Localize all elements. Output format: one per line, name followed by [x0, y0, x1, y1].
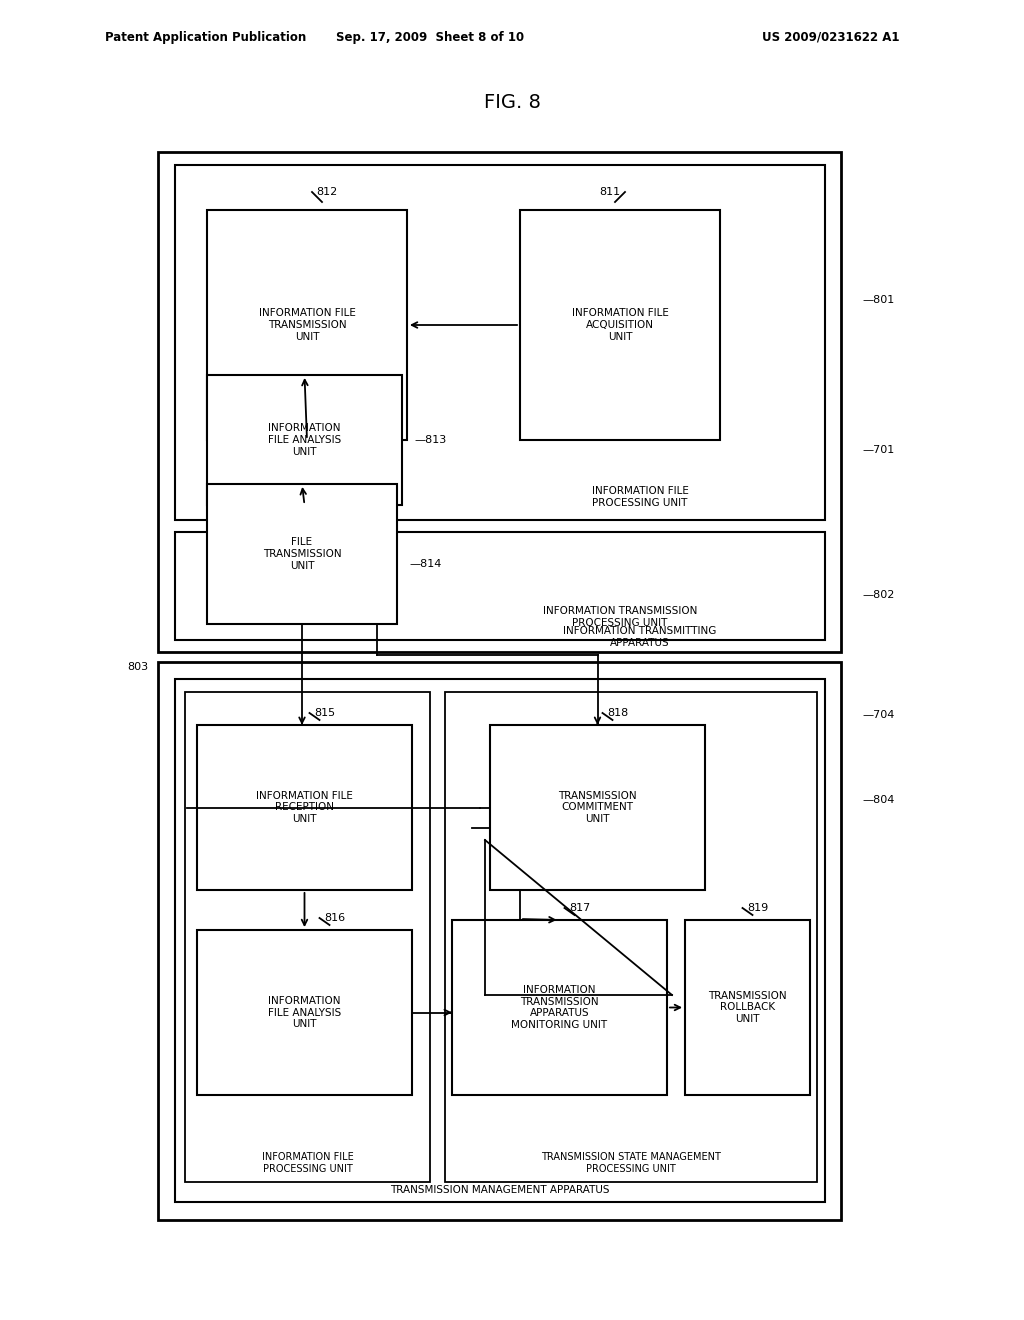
Text: 815: 815	[314, 708, 335, 718]
Text: —802: —802	[862, 590, 894, 601]
Bar	[685, 920, 810, 1096]
Bar	[175, 165, 825, 520]
Text: —804: —804	[862, 795, 894, 805]
Text: INFORMATION FILE
RECEPTION
UNIT: INFORMATION FILE RECEPTION UNIT	[256, 791, 353, 824]
Bar	[445, 692, 817, 1181]
Text: US 2009/0231622 A1: US 2009/0231622 A1	[763, 30, 900, 44]
Text: —704: —704	[862, 710, 894, 719]
Bar	[197, 931, 412, 1096]
Text: INFORMATION FILE
ACQUISITION
UNIT: INFORMATION FILE ACQUISITION UNIT	[571, 309, 669, 342]
Text: —813: —813	[414, 436, 446, 445]
Bar	[207, 210, 407, 440]
Text: —801: —801	[862, 294, 894, 305]
Text: 818: 818	[607, 708, 628, 718]
Text: 819: 819	[746, 903, 768, 913]
Text: Patent Application Publication: Patent Application Publication	[105, 30, 306, 44]
Bar	[175, 532, 825, 640]
Text: —814: —814	[409, 558, 441, 569]
Text: 817: 817	[569, 903, 590, 913]
Text: TRANSMISSION
COMMITMENT
UNIT: TRANSMISSION COMMITMENT UNIT	[558, 791, 637, 824]
Text: 803: 803	[127, 663, 148, 672]
Text: FIG. 8: FIG. 8	[483, 92, 541, 111]
Text: TRANSMISSION STATE MANAGEMENT
PROCESSING UNIT: TRANSMISSION STATE MANAGEMENT PROCESSING…	[541, 1152, 721, 1173]
Text: TRANSMISSION
ROLLBACK
UNIT: TRANSMISSION ROLLBACK UNIT	[709, 991, 786, 1024]
Bar	[185, 692, 430, 1181]
Text: INFORMATION TRANSMISSION
PROCESSING UNIT: INFORMATION TRANSMISSION PROCESSING UNIT	[543, 606, 697, 628]
Text: INFORMATION FILE
TRANSMISSION
UNIT: INFORMATION FILE TRANSMISSION UNIT	[259, 309, 355, 342]
Bar	[490, 725, 705, 890]
Text: INFORMATION
FILE ANALYSIS
UNIT: INFORMATION FILE ANALYSIS UNIT	[268, 424, 341, 457]
Bar	[207, 484, 397, 624]
Text: INFORMATION TRANSMITTING
APPARATUS: INFORMATION TRANSMITTING APPARATUS	[563, 627, 717, 648]
Bar	[520, 210, 720, 440]
Bar	[197, 725, 412, 890]
Bar	[158, 152, 841, 652]
Text: 811: 811	[599, 187, 621, 197]
Text: INFORMATION FILE
PROCESSING UNIT: INFORMATION FILE PROCESSING UNIT	[261, 1152, 353, 1173]
Bar	[175, 678, 825, 1203]
Text: 812: 812	[316, 187, 338, 197]
Bar	[158, 663, 841, 1220]
Text: —701: —701	[862, 445, 894, 455]
Text: INFORMATION FILE
PROCESSING UNIT: INFORMATION FILE PROCESSING UNIT	[592, 486, 688, 508]
Text: INFORMATION
FILE ANALYSIS
UNIT: INFORMATION FILE ANALYSIS UNIT	[268, 995, 341, 1030]
Text: TRANSMISSION MANAGEMENT APPARATUS: TRANSMISSION MANAGEMENT APPARATUS	[390, 1185, 609, 1195]
Text: FILE
TRANSMISSION
UNIT: FILE TRANSMISSION UNIT	[263, 537, 341, 570]
Text: 816: 816	[324, 913, 345, 923]
Bar	[452, 920, 667, 1096]
Text: Sep. 17, 2009  Sheet 8 of 10: Sep. 17, 2009 Sheet 8 of 10	[336, 30, 524, 44]
Bar	[207, 375, 402, 506]
Text: INFORMATION
TRANSMISSION
APPARATUS
MONITORING UNIT: INFORMATION TRANSMISSION APPARATUS MONIT…	[511, 985, 607, 1030]
